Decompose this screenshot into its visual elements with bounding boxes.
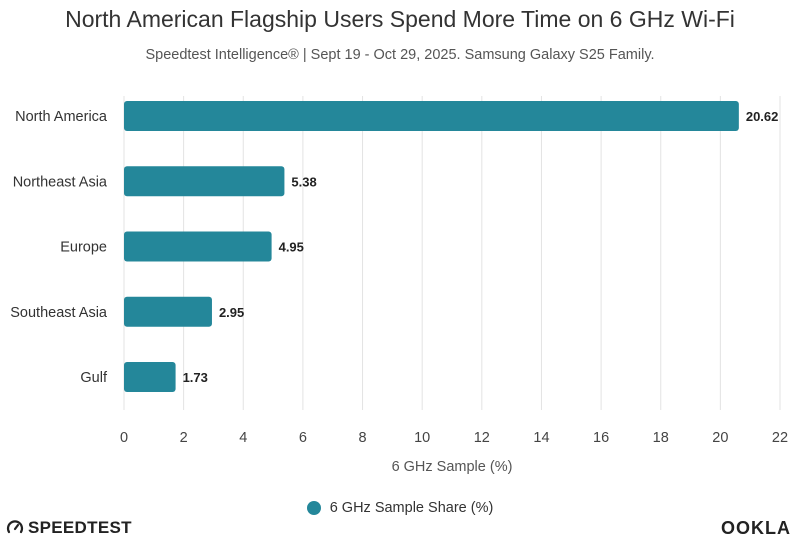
data-label: 20.62 [746, 109, 779, 124]
speedtest-wordmark: SPEEDTEST [28, 518, 132, 537]
chart-subtitle: Speedtest Intelligence® | Sept 19 - Oct … [145, 47, 655, 63]
x-tick-label: 0 [120, 430, 128, 446]
category-label: North America [15, 109, 108, 125]
x-tick-label: 22 [772, 430, 788, 446]
ookla-logo: OOKLA [721, 518, 791, 538]
gauge-icon [6, 520, 24, 534]
x-tick-label: 14 [533, 430, 549, 446]
x-tick-label: 20 [712, 430, 728, 446]
x-tick-label: 8 [359, 430, 367, 446]
x-tick-label: 16 [593, 430, 609, 446]
data-label: 1.73 [183, 370, 208, 385]
legend: 6 GHz Sample Share (%) [0, 500, 800, 516]
legend-label: 6 GHz Sample Share (%) [329, 500, 494, 516]
category-label: Southeast Asia [10, 305, 108, 321]
data-label: 4.95 [279, 240, 304, 255]
bar [124, 362, 176, 392]
x-tick-label: 10 [414, 430, 430, 446]
category-label: Northeast Asia [13, 174, 108, 190]
x-tick-label: 18 [653, 430, 669, 446]
data-label: 2.95 [219, 305, 244, 320]
x-tick-label: 4 [239, 430, 247, 446]
category-label: Europe [60, 240, 107, 256]
bar [124, 296, 212, 327]
x-tick-label: 6 [299, 430, 307, 446]
x-axis-title: 6 GHz Sample (%) [392, 459, 513, 475]
bar [124, 101, 739, 131]
category-label: Gulf [80, 370, 108, 386]
chart-title: North American Flagship Users Spend More… [65, 6, 735, 32]
bar [124, 166, 285, 197]
bar [124, 231, 272, 262]
data-label: 5.38 [291, 174, 316, 189]
legend-swatch [306, 501, 321, 515]
x-tick-label: 12 [474, 430, 490, 446]
x-tick-label: 2 [180, 430, 188, 446]
speedtest-logo: SPEEDTEST [6, 518, 132, 538]
